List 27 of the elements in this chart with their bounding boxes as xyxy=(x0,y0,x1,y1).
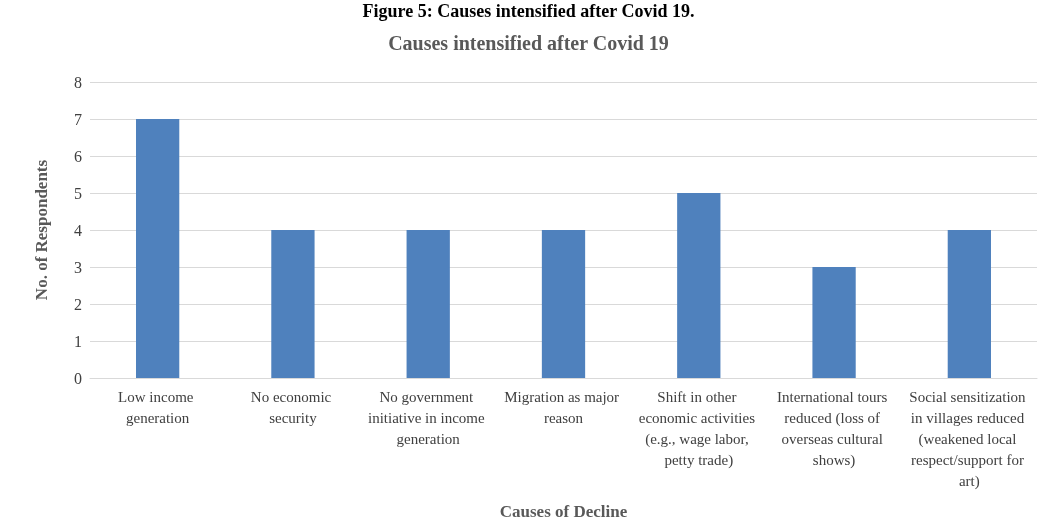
y-tick-label: 3 xyxy=(74,258,82,276)
y-tick-label: 6 xyxy=(74,147,82,165)
bar xyxy=(947,230,991,378)
bar xyxy=(812,267,856,378)
y-axis-title: No. of Respondents xyxy=(32,159,51,301)
x-tick-label: Migration as major reason xyxy=(504,388,623,426)
x-tick-label: Social sensitization in villages reduced (weakened local respect/support for art) xyxy=(909,388,1030,490)
bar xyxy=(136,119,180,378)
bar xyxy=(271,230,315,378)
x-tick-label: No government initiative in income generation xyxy=(368,388,489,447)
bar xyxy=(677,193,721,378)
x-axis-title: Causes of Decline xyxy=(499,502,628,521)
y-tick-label: 4 xyxy=(74,221,82,239)
y-tick-label: 8 xyxy=(74,73,82,91)
chart-title: Causes intensified after Covid 19 xyxy=(388,32,669,54)
y-tick-label: 0 xyxy=(74,369,82,387)
x-tick-label: International tours reduced (loss of overseas cultural shows) xyxy=(777,388,892,469)
x-tick-label: Shift in other economic activities (e.g., wage labor, petty trade) xyxy=(638,388,759,469)
bar xyxy=(541,230,586,378)
y-tick-label: 1 xyxy=(74,332,82,350)
y-tick-label: 5 xyxy=(74,184,82,202)
bar xyxy=(406,230,450,378)
x-tick-label: Low income generation xyxy=(118,388,198,426)
caption: Figure 5: Causes intensified after Covid 19. xyxy=(361,0,696,22)
y-tick-label: 7 xyxy=(74,110,82,128)
x-tick-label: No economic security xyxy=(250,388,335,426)
y-tick-label: 2 xyxy=(74,295,82,313)
